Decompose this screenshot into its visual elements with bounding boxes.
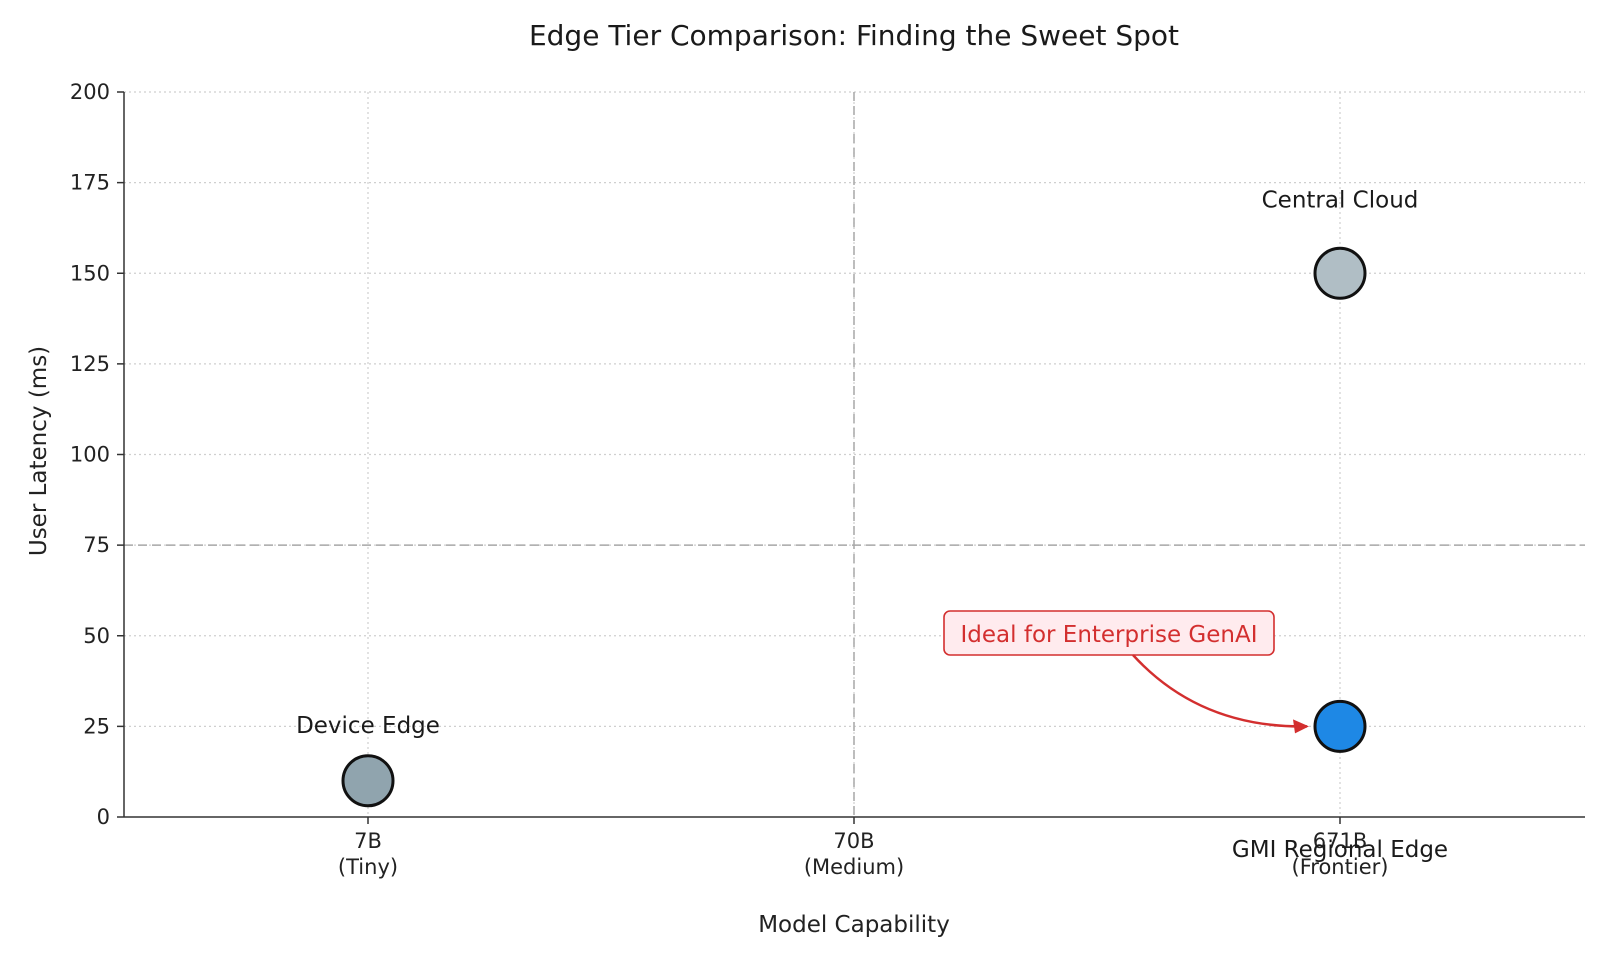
y-tick-label: 200 [70, 80, 110, 104]
y-tick-label: 100 [70, 443, 110, 467]
x-tick-label: 7B (Tiny) [338, 829, 398, 879]
y-axis-label: User Latency (ms) [26, 346, 52, 556]
point-central-cloud [1313, 246, 1367, 300]
x-tick-label: 671B (Frontier) [1292, 829, 1389, 879]
y-tick-label: 50 [83, 624, 110, 648]
x-axis-label: Model Capability [758, 912, 950, 938]
annotation-arrowhead [1293, 719, 1309, 734]
point-gmi-regional-edge [1313, 699, 1367, 753]
point-device-edge [341, 754, 395, 808]
x-tick-label: 70B (Medium) [804, 829, 904, 879]
y-tick-label: 0 [97, 805, 110, 829]
y-tick-label: 75 [83, 533, 110, 557]
tick-labels: 0 25 50 75 100 125 150 175 200 7B (Tiny) 70B (Medium… [70, 80, 1389, 879]
reference-lines [124, 92, 1585, 817]
point-labels: Device Edge Central Cloud GMI Regional Edg… [296, 187, 1448, 863]
y-tick-label: 25 [83, 714, 110, 738]
y-tick-label: 150 [70, 261, 110, 285]
point-label: Central Cloud [1262, 187, 1419, 213]
chart-title: Edge Tier Comparison: Finding the Sweet … [529, 19, 1179, 52]
y-tick-label: 125 [70, 352, 110, 376]
point-label: GMI Regional Edge [1232, 837, 1448, 863]
annotation-text: Ideal for Enterprise GenAI [961, 622, 1258, 648]
annotation: Ideal for Enterprise GenAI [943, 610, 1309, 734]
annotation-arrow [1132, 654, 1308, 728]
axes [117, 91, 1585, 824]
y-tick-label: 175 [70, 171, 110, 195]
point-label: Device Edge [296, 713, 440, 739]
points [341, 246, 1367, 808]
annotation-box [943, 610, 1275, 656]
